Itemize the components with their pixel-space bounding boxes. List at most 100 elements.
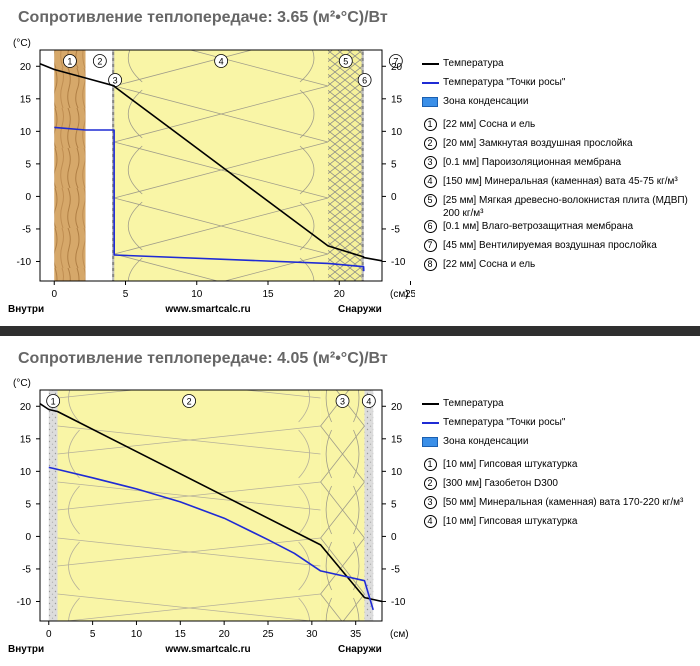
temperature-line (39, 403, 383, 603)
x-axis-unit: (см) (390, 289, 409, 300)
layer-number-badge: 5 (423, 194, 437, 207)
y-tick-label-left: 10 (20, 467, 32, 478)
y-tick-label-left: -10 (17, 257, 32, 268)
layer-number-badge: 4 (423, 175, 437, 188)
y-tick-label-right: 15 (391, 434, 403, 445)
layer-number-badge: 1 (423, 118, 437, 131)
layer-marker-3: 3 (335, 394, 350, 408)
layer-description: [10 мм] Гипсовая штукатурка (443, 516, 578, 527)
outside-label: Снаружи (338, 304, 382, 315)
legend-item: Температура (420, 57, 690, 76)
legend-line-swatch (420, 416, 440, 429)
y-tick-label-left: 20 (20, 402, 32, 413)
layer-marker-5: 5 (338, 54, 353, 68)
layer-description: [22 мм] Сосна и ель (443, 119, 536, 130)
layer-2 (57, 390, 321, 621)
layer-marker-4: 4 (214, 54, 229, 68)
legend-layer-2: 2 [300 мм] Газобетон D300 (420, 477, 690, 496)
legend-layer-4: 4 [10 мм] Гипсовая штукатурка (420, 515, 690, 534)
y-tick-label-left: 5 (25, 159, 31, 170)
x-tick-label: 10 (131, 629, 143, 640)
legend-label: Температура (443, 58, 504, 69)
legend-item: Температура "Точки росы" (420, 76, 690, 95)
dewpoint-line (54, 126, 365, 272)
layer-description: [20 мм] Замкнутая воздушная прослойка (443, 138, 633, 149)
legend-label: Зона конденсации (443, 96, 529, 107)
legend-layer-5: 5 [25 мм] Мягкая древесно-волокнистая пли… (420, 194, 690, 220)
legend-label: Зона конденсации (443, 436, 529, 447)
legend-layer-3: 3 [50 мм] Минеральная (каменная) вата 170… (420, 496, 690, 515)
chart-2-legend: Температура Температура "Точки росы" Зона … (420, 397, 690, 534)
website-label: www.smartcalc.ru (164, 644, 250, 655)
chart-2-plot: 1 2 3 4 20 20 15 15 10 10 5 5 0 0 -5 -5 -10 -10 0 5 10 15 20 25… (8, 378, 409, 655)
y-axis-unit: (°C) (13, 38, 31, 49)
legend-item: Зона конденсации (420, 95, 690, 114)
outside-label: Снаружи (338, 644, 382, 655)
chart-1-title: Сопротивление теплопередаче: 3.65 (м²•°C… (18, 9, 388, 26)
website-label: www.smartcalc.ru (164, 304, 250, 315)
layer-description: [300 мм] Газобетон D300 (443, 478, 558, 489)
x-tick-label: 35 (350, 629, 362, 640)
y-tick-label-right: -5 (391, 564, 400, 575)
layer-number-badge: 8 (423, 258, 437, 271)
legend-label: Температура "Точки росы" (443, 417, 566, 428)
layer-description: [25 мм] Мягкая древесно-волокнистая плит… (443, 195, 688, 219)
layer-marker-1: 1 (46, 394, 61, 408)
y-tick-label-left: -10 (17, 597, 32, 608)
x-tick-label: 0 (46, 629, 52, 640)
y-tick-label-left: 0 (25, 192, 31, 203)
y-tick-label-right: 5 (391, 159, 397, 170)
layer-1 (54, 50, 86, 281)
y-tick-label-left: -5 (22, 224, 31, 235)
plot-frame (39, 49, 383, 282)
layer-7 (363, 50, 399, 281)
legend-layer-2: 2 [20 мм] Замкнутая воздушная прослойка (420, 137, 690, 156)
layer-marker-2: 2 (92, 54, 107, 68)
vent-arrow-head (393, 76, 399, 81)
legend-layer-6: 6 [0.1 мм] Влаго-ветрозащитная мембрана (420, 220, 690, 239)
legend-item: Температура "Точки росы" (420, 416, 690, 435)
chart-2-title: Сопротивление теплопередаче: 4.05 (м²•°C… (18, 350, 388, 367)
legend-layer-1: 1 [10 мм] Гипсовая штукатурка (420, 458, 690, 477)
layer-number: 6 (362, 76, 367, 86)
layer-description: [50 мм] Минеральная (каменная) вата 170-… (443, 497, 684, 508)
y-tick-label-left: 20 (20, 62, 32, 73)
x-tick-label: 15 (262, 289, 274, 300)
layer-number-badge: 6 (423, 220, 437, 233)
layer-number: 4 (366, 397, 371, 407)
layer-number: 1 (67, 57, 72, 67)
layer-number: 4 (219, 57, 224, 67)
layer-marker-1: 1 (63, 54, 77, 68)
x-tick-label: 20 (219, 629, 231, 640)
legend-layer-1: 1 [22 мм] Сосна и ель (420, 118, 690, 137)
y-tick-label-right: 20 (391, 62, 403, 73)
layer-number-badge: 2 (423, 477, 437, 490)
layer-number-badge: 3 (423, 156, 437, 169)
x-tick-label: 25 (405, 289, 415, 300)
y-tick-label-left: 15 (20, 434, 32, 445)
layer-2 (85, 50, 115, 281)
legend-layer-7: 7 [45 мм] Вентилируемая воздушная прослой… (420, 239, 690, 258)
layer-description: [0.1 мм] Влаго-ветрозащитная мембрана (443, 221, 634, 232)
y-tick-label-left: 0 (25, 532, 31, 543)
legend-label: Температура (443, 398, 504, 409)
x-tick-label: 15 (175, 629, 187, 640)
y-tick-label-right: 0 (391, 192, 397, 203)
y-tick-label-right: 0 (391, 532, 397, 543)
legend-layer-8: 8 [22 мм] Сосна и ель (420, 258, 690, 277)
layer-description: [45 мм] Вентилируемая воздушная прослойк… (443, 240, 657, 251)
layer-marker-4: 4 (361, 394, 376, 408)
layer-number-badge: 2 (423, 137, 437, 150)
legend-label: Температура "Точки росы" (443, 77, 566, 88)
y-tick-label-right: 15 (391, 94, 403, 105)
y-tick-label-left: 5 (25, 499, 31, 510)
layer-number: 2 (187, 397, 192, 407)
vent-arrow-head (393, 211, 399, 216)
layer-number: 3 (340, 397, 345, 407)
layer-3 (320, 390, 365, 621)
layer-6 (361, 50, 366, 281)
inside-label: Внутри (8, 304, 44, 315)
layer-description: [150 мм] Минеральная (каменная) вата 45-… (443, 176, 678, 187)
vent-arrow-head (393, 121, 399, 126)
legend-item: Температура (420, 397, 690, 416)
